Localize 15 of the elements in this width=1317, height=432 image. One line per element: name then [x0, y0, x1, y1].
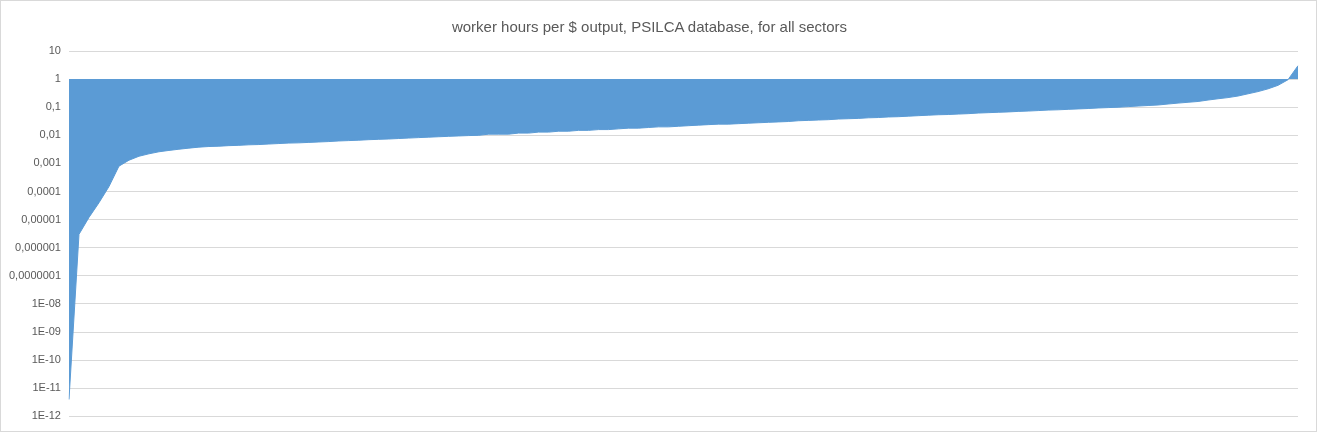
y-tick-label: 10	[48, 44, 61, 57]
y-tick-label: 0,0001	[27, 184, 61, 197]
y-tick-label: 0,1	[45, 100, 61, 113]
y-tick-label: 0,001	[33, 156, 61, 169]
y-tick-label: 0,00001	[21, 212, 61, 225]
y-tick-label: 1	[54, 72, 61, 85]
y-tick-label: 1E-12	[31, 409, 61, 422]
y-tick-label: 1E-09	[31, 325, 61, 338]
y-tick-label: 0,0000001	[9, 268, 61, 281]
chart-title: worker hours per $ output, PSILCA database, for all sectors	[450, 18, 848, 36]
y-tick-label: 0,000001	[15, 240, 61, 253]
y-tick-label: 1E-08	[31, 297, 61, 309]
y-tick-label: 0,01	[39, 128, 61, 141]
y-tick-label: 1E-10	[31, 353, 61, 366]
y-tick-label: 1E-11	[32, 381, 61, 394]
